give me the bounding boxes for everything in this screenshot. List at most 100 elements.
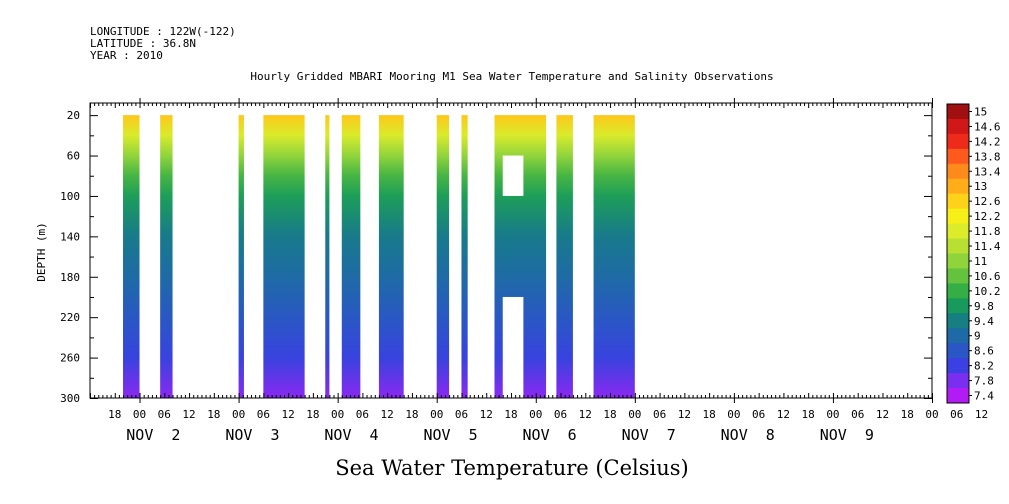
colorbar-label: 14.2 (974, 135, 1001, 148)
colorbar-label: 8.2 (974, 360, 994, 373)
x-tick-label: 18 (108, 408, 121, 421)
colorbar-label: 12.2 (974, 210, 1001, 223)
colorbar-label: 7.8 (974, 375, 994, 388)
data-block (378, 115, 404, 398)
x-tick-label: 00 (826, 408, 839, 421)
colorbar-label: 11.4 (974, 240, 1001, 253)
y-tick-label: 100 (60, 190, 80, 203)
colorbar-cell (947, 104, 969, 120)
colorbar-label: 13.8 (974, 150, 1001, 163)
data-blocks (123, 115, 635, 398)
date-label: NOV 5 (423, 426, 477, 444)
x-tick-label: 06 (851, 408, 864, 421)
x-tick-label: 06 (950, 408, 963, 421)
chart-title: Hourly Gridded MBARI Mooring M1 Sea Wate… (250, 70, 773, 83)
colorbar-cell (947, 208, 969, 224)
colorbar-label: 13 (974, 180, 987, 193)
colorbar-cell (947, 178, 969, 195)
data-block (263, 115, 305, 398)
colorbar-label: 9 (974, 330, 981, 343)
colorbar-cell (947, 313, 969, 329)
date-label: NOV 6 (523, 426, 577, 444)
x-axis-tick-labels: 18 00 06 12 18 00 06 12 18 00 06 12 18 00 06 12 18 00 06 12… (108, 408, 988, 421)
y-tick-label: 60 (67, 150, 80, 163)
x-tick-label: 12 (579, 408, 592, 421)
data-block (556, 115, 573, 398)
x-tick-label: 12 (777, 408, 790, 421)
x-tick-label: 06 (752, 408, 765, 421)
date-label: NOV 3 (225, 426, 279, 444)
gap-region (502, 296, 524, 398)
colorbar-cell (947, 268, 969, 284)
longitude-label: LONGITUDE : 122W(-122) (90, 25, 236, 38)
colorbar-label: 15 (974, 105, 987, 118)
colorbar-label: 13.4 (974, 165, 1001, 178)
x-tick-label: 12 (678, 408, 691, 421)
x-tick-label: 12 (876, 408, 889, 421)
variable-caption: Sea Water Temperature (Celsius) (335, 456, 689, 480)
x-tick-label: 18 (603, 408, 616, 421)
x-tick-label: 18 (504, 408, 517, 421)
x-tick-label: 00 (727, 408, 740, 421)
x-tick-label: 00 (331, 408, 344, 421)
colorbar-cell (947, 328, 969, 344)
colorbar-label: 10.6 (974, 270, 1001, 283)
data-block (593, 115, 635, 398)
colorbar-cell (947, 358, 969, 374)
x-tick-label: 18 (207, 408, 220, 421)
data-block (461, 115, 468, 398)
x-tick-label: 06 (653, 408, 666, 421)
data-block (436, 115, 450, 398)
latitude-label: LATITUDE : 36.8N (90, 37, 196, 50)
x-tick-label: 06 (257, 408, 270, 421)
x-axis-ticks (90, 98, 933, 403)
colorbar-label: 9.4 (974, 315, 994, 328)
colorbar-cell (947, 373, 969, 389)
y-axis-label: DEPTH (m) (35, 222, 48, 282)
x-tick-label: 00 (232, 408, 245, 421)
year-label: YEAR : 2010 (90, 49, 163, 62)
colorbar-frame (946, 103, 970, 404)
x-tick-label: 12 (480, 408, 493, 421)
colorbar-cell (947, 238, 969, 254)
colorbar-label: 14.6 (974, 120, 1001, 133)
x-tick-label: 18 (405, 408, 418, 421)
colorbar: 15 14.6 14.2 13.8 13.4 13 12.6 12.2 11.8 11.4 11 10… (946, 103, 1001, 404)
colorbar-label: 7.4 (974, 390, 994, 403)
colorbar-cell (947, 283, 969, 299)
x-tick-label: 06 (356, 408, 369, 421)
date-label: NOV 7 (622, 426, 676, 444)
data-block (160, 115, 173, 398)
data-block (238, 115, 244, 398)
gap-region (502, 155, 524, 196)
date-label: NOV 8 (721, 426, 775, 444)
y-tick-label: 300 (60, 392, 80, 405)
x-tick-label: 06 (554, 408, 567, 421)
gap-regions (502, 155, 524, 398)
colorbar-cell (947, 343, 969, 359)
date-label: NOV 9 (820, 426, 874, 444)
x-axis-date-labels: NOV 2 NOV 3 NOV 4 NOV 5 NOV 6 NOV 7 NOV 8 NOV 9 (126, 426, 874, 444)
x-tick-label: 00 (133, 408, 146, 421)
colorbar-label: 8.6 (974, 345, 994, 358)
colorbar-cell (947, 223, 969, 239)
x-tick-label: 12 (182, 408, 195, 421)
y-tick-label: 180 (60, 271, 80, 284)
colorbar-cell (947, 253, 969, 269)
colorbar-label: 9.8 (974, 300, 994, 313)
colorbar-cell (947, 148, 969, 165)
colorbar-cell (947, 133, 969, 150)
x-tick-label: 06 (455, 408, 468, 421)
x-tick-label: 00 (529, 408, 542, 421)
colorbar-cell (947, 118, 969, 135)
x-tick-label: 18 (802, 408, 815, 421)
x-tick-label: 00 (925, 408, 938, 421)
x-tick-label: 06 (158, 408, 171, 421)
x-tick-label: 00 (628, 408, 641, 421)
x-tick-label: 18 (702, 408, 715, 421)
y-axis-tick-labels: 20 60 100 140 180 220 260 300 (60, 109, 80, 405)
y-tick-label: 220 (60, 311, 80, 324)
x-tick-label: 12 (381, 408, 394, 421)
y-axis-ticks (90, 115, 932, 399)
